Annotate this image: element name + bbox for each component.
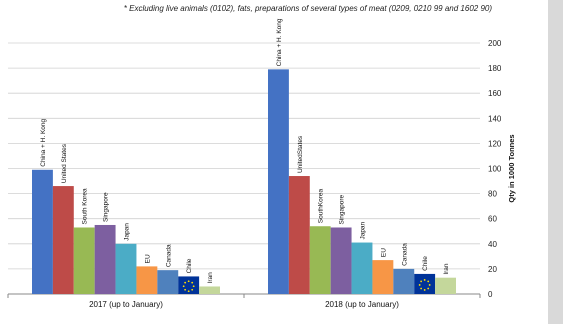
y-tick-label: 80 (488, 190, 497, 199)
flag-star (191, 288, 194, 291)
bar (435, 277, 456, 294)
bar (330, 227, 352, 294)
y-tick-label: 180 (488, 64, 502, 73)
bar-label: China + H. Kong (40, 118, 47, 166)
bar (309, 226, 331, 294)
bar (157, 270, 179, 294)
flag-star (423, 289, 426, 291)
bar (32, 169, 53, 294)
flag-star (182, 285, 185, 288)
y-tick-label: 0 (488, 290, 493, 299)
bar (94, 224, 116, 294)
bar-label: EU (144, 254, 151, 263)
bar-label: Chile (422, 256, 429, 271)
bar (393, 268, 415, 294)
flag-star (420, 280, 423, 283)
x-category-label: 2017 (up to January) (89, 300, 163, 309)
bar (52, 186, 74, 294)
y-tick-label: 40 (488, 240, 497, 249)
y-tick-label: 160 (488, 89, 502, 98)
bar-label: China + H. Kong (276, 18, 283, 66)
bar-label: Canada (401, 243, 408, 266)
bar (268, 69, 289, 294)
bar-label: Japan (124, 223, 131, 241)
bar (178, 276, 200, 294)
bar-label: Singapore (339, 194, 346, 224)
bar (372, 260, 394, 294)
bar-label: UnitedStates (297, 135, 304, 173)
y-axis-title: Qty in 1000 Tonnes (507, 134, 516, 202)
flag-star (428, 284, 431, 286)
bar (199, 286, 220, 294)
bar (414, 273, 436, 294)
y-tick-label: 120 (488, 139, 502, 148)
bar-label: SouthKorea (318, 189, 325, 224)
bar-label: Japan (360, 221, 367, 239)
y-tick-label: 100 (488, 165, 502, 174)
y-tick-label: 20 (488, 265, 497, 274)
bar-label: Chile (186, 258, 193, 273)
bar (73, 227, 95, 294)
y-tick-label: 60 (488, 215, 497, 224)
flag-star (427, 280, 430, 283)
bar-label: Singapore (103, 192, 110, 222)
bar-label: EU (380, 248, 387, 257)
flag-star (184, 281, 187, 284)
y-tick-label: 200 (488, 39, 502, 48)
flag-star (420, 287, 423, 290)
flag-star (427, 287, 430, 290)
bar (136, 266, 158, 294)
bar-label: Canada (165, 244, 172, 267)
flag-star (423, 279, 426, 281)
bar (351, 242, 373, 294)
flag-star (191, 281, 194, 284)
flag-star (187, 290, 190, 293)
bar-label: Iran (443, 263, 450, 275)
chart-footnote: * Excluding live animals (0102), fats, p… (123, 4, 492, 13)
flag-star (418, 284, 421, 286)
flag-star (187, 280, 190, 283)
bar (288, 176, 310, 294)
x-category-label: 2018 (up to January) (325, 300, 399, 309)
y-tick-label: 140 (488, 114, 502, 123)
bar-chart: 0 20 40 60 80 100 120 140 160 180 200 Qty in 1000 T… (7, 18, 516, 309)
chart-frame: * Excluding live animals (0102), fats, p… (0, 0, 548, 324)
bar-label: Iran (207, 272, 214, 284)
bar-label: United States (61, 143, 68, 183)
flag-star (192, 285, 195, 288)
bar-label: South Korea (82, 188, 89, 225)
bar (115, 243, 137, 294)
flag-star (184, 288, 187, 291)
